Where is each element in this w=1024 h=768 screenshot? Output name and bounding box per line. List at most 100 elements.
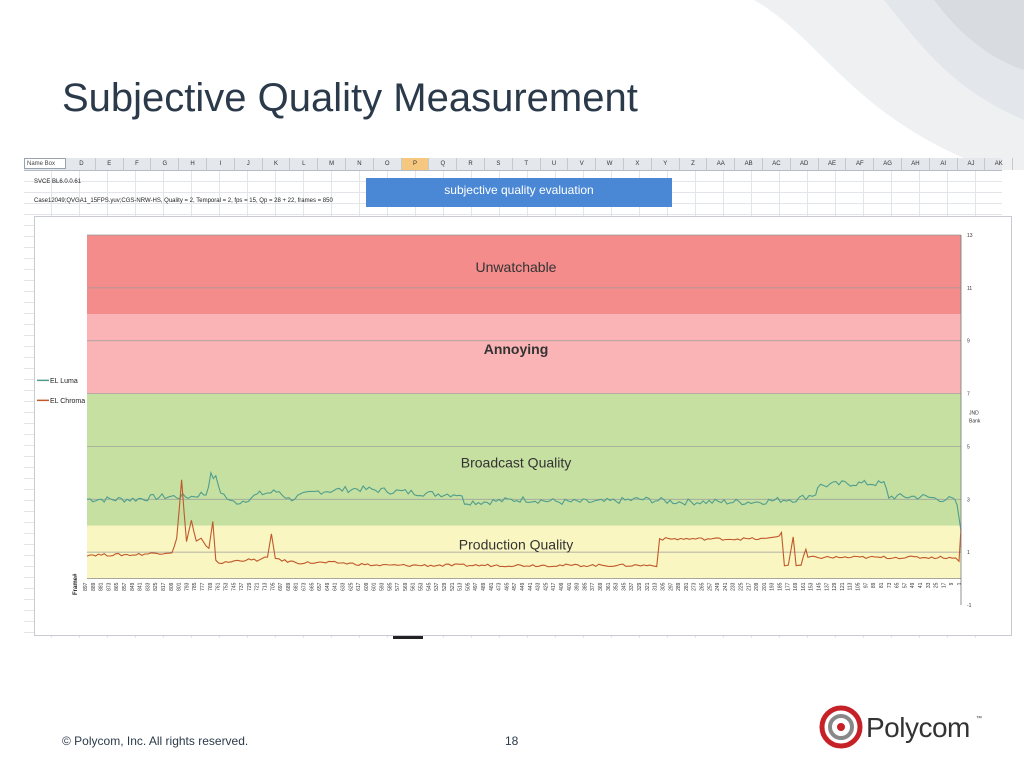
x-tick-label-633: 633 [341,582,347,591]
x-tick-label-25: 25 [934,582,940,588]
column-header-ac[interactable]: AC [763,158,791,170]
column-header-p[interactable]: P [401,158,430,170]
column-header-g[interactable]: G [151,158,180,170]
x-tick-label-785: 785 [192,582,198,591]
x-tick-label-729: 729 [247,582,253,591]
x-tick-label-425: 425 [543,582,549,591]
column-header-r[interactable]: R [457,158,485,170]
column-header-af[interactable]: AF [846,158,875,170]
x-tick-label-65: 65 [895,582,901,588]
x-tick-label-361: 361 [606,582,612,591]
x-tick-label-129: 129 [832,582,838,591]
name-box: Name Box [24,158,66,169]
column-header-j[interactable]: J [235,158,263,170]
x-tick-label-513: 513 [458,582,464,591]
column-header-ad[interactable]: AD [791,158,819,170]
x-tick-label-577: 577 [395,582,401,591]
column-header-n[interactable]: N [346,158,374,170]
quality-chart: Unwatchable Annoying Broadcast Quality Prod… [37,233,981,609]
x-tick-label-889: 889 [91,582,97,591]
quality-chart-frame: Unwatchable Annoying Broadcast Quality Prod… [34,216,1012,636]
x-tick-label-505: 505 [465,582,471,591]
column-header-t[interactable]: T [513,158,541,170]
column-header-u[interactable]: U [541,158,569,170]
subjective-quality-header: subjective quality evaluation [366,178,672,207]
series-line-el-chroma [86,479,962,568]
x-tick-label-585: 585 [387,582,393,591]
column-header-l[interactable]: L [290,158,319,170]
column-header-s[interactable]: S [485,158,513,170]
x-tick-label-313: 313 [653,582,659,591]
x-tick-label-225: 225 [739,582,745,591]
x-tick-label-233: 233 [731,582,737,591]
x-tick-label-897: 897 [83,582,89,591]
column-header-d[interactable]: D [68,158,96,170]
x-tick-label-153: 153 [809,582,815,591]
x-tick-label-249: 249 [715,582,721,591]
x-tick-label-881: 881 [99,582,105,591]
column-header-f[interactable]: F [124,158,152,170]
x-tick-label-601: 601 [372,582,378,591]
x-tick-label-457: 457 [512,582,518,591]
y2-axis-label-line-1: JND [969,411,979,417]
x-tick-label-777: 777 [200,582,206,591]
column-header-m[interactable]: M [318,158,346,170]
x-tick-label-33: 33 [926,582,932,588]
x-tick-label-417: 417 [551,582,557,591]
column-header-ah[interactable]: AH [902,158,930,170]
x-tick-label-841: 841 [138,582,144,591]
column-header-e[interactable]: E [96,158,124,170]
x-tick-label-169: 169 [793,582,799,591]
column-header-o[interactable]: O [374,158,402,170]
x-tick-label-553: 553 [419,582,425,591]
x-tick-label-345: 345 [621,582,627,591]
x-tick-label-561: 561 [411,582,417,591]
column-header-k[interactable]: K [263,158,291,170]
x-tick-label-81: 81 [879,582,885,588]
spreadsheet-screenshot: D E F G H I J K L M N O P Q R S T U V W X Y Z AA AB AC AD AE AF AG AH A… [24,158,1014,638]
x-tick-label-473: 473 [497,582,503,591]
sheet-tab-marker [393,636,423,639]
column-header-h[interactable]: H [179,158,207,170]
x-tick-label-545: 545 [426,582,432,591]
column-header-ae[interactable]: AE [819,158,847,170]
x-tick-label-657: 657 [317,582,323,591]
column-header-x[interactable]: X [624,158,652,170]
y-tick-label-11: 11 [967,286,972,292]
column-header-aa[interactable]: AA [707,158,736,170]
column-header-ab[interactable]: AB [735,158,763,170]
x-tick-label-209: 209 [754,582,760,591]
column-header-y[interactable]: Y [652,158,680,170]
x-tick-label-857: 857 [122,582,128,591]
column-header-aj[interactable]: AJ [958,158,986,170]
column-header-ak[interactable]: AK [985,158,1014,170]
x-tick-label-257: 257 [707,582,713,591]
x-tick-label-281: 281 [684,582,690,591]
column-header-w[interactable]: W [596,158,624,170]
x-tick-label-329: 329 [637,582,643,591]
column-header-q[interactable]: Q [429,158,458,170]
x-tick-label-609: 609 [364,582,370,591]
y-tick-label-7: 7 [967,392,970,398]
y-tick-label-13: 13 [967,233,973,239]
x-tick-label-833: 833 [145,582,151,591]
x-tick-label-713: 713 [262,582,268,591]
column-header-ai[interactable]: AI [930,158,958,170]
x-tick-label-41: 41 [918,582,924,588]
band-label-production-quality: Production Quality [459,537,573,553]
x-tick-label-705: 705 [270,582,276,591]
y2-axis-label-line-2: Bank [969,419,981,425]
column-header-i[interactable]: I [207,158,235,170]
x-tick-label-849: 849 [130,582,136,591]
x-tick-label-673: 673 [302,582,308,591]
column-header-ag[interactable]: AG [874,158,902,170]
x-tick-label-401: 401 [567,582,573,591]
x-tick-label-441: 441 [528,582,534,591]
x-tick-label-57: 57 [902,582,908,588]
y-tick-label-neg1: -1 [967,603,972,609]
y-tick-label-1: 1 [967,550,970,556]
x-tick-label-241: 241 [723,582,729,591]
column-header-z[interactable]: Z [680,158,708,170]
x-tick-label-481: 481 [489,582,495,591]
column-header-v[interactable]: V [568,158,597,170]
